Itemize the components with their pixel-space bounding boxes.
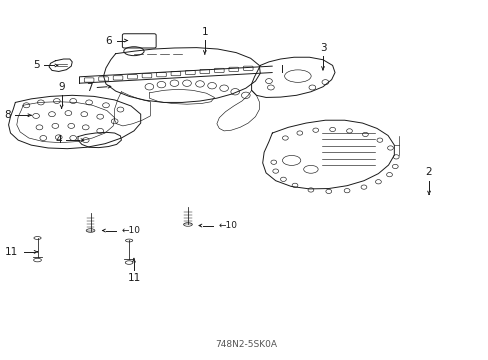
Text: ←10: ←10 xyxy=(121,226,140,235)
Text: 11: 11 xyxy=(127,273,140,283)
Text: 748N2-5SK0A: 748N2-5SK0A xyxy=(214,340,276,349)
Text: 8: 8 xyxy=(4,110,10,120)
Text: 6: 6 xyxy=(105,36,112,45)
Text: ←10: ←10 xyxy=(218,221,237,230)
Text: 7: 7 xyxy=(86,83,92,93)
Text: 11: 11 xyxy=(5,247,18,257)
Text: 2: 2 xyxy=(425,167,431,177)
Text: 9: 9 xyxy=(58,82,65,92)
Text: 1: 1 xyxy=(201,27,208,37)
Text: 3: 3 xyxy=(319,42,325,53)
Text: 5: 5 xyxy=(33,60,40,71)
Text: 4: 4 xyxy=(55,135,61,145)
